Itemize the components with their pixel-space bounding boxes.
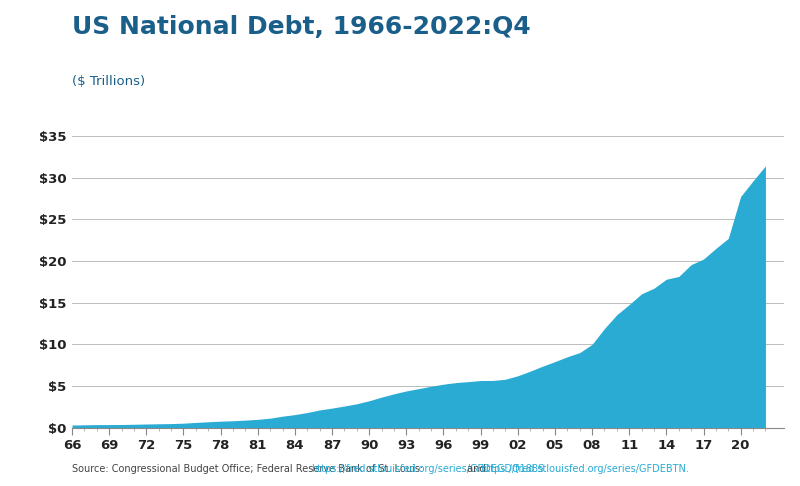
Text: US National Debt, 1966-2022:Q4: US National Debt, 1966-2022:Q4 — [72, 15, 530, 38]
Text: ($ Trillions): ($ Trillions) — [72, 75, 145, 88]
Text: Source: Congressional Budget Office; Federal Reserve Bank of St. Louis:: Source: Congressional Budget Office; Fed… — [72, 464, 426, 474]
Text: https://fred.stlouisfed.org/series/GFDEGDQ188S: https://fred.stlouisfed.org/series/GFDEG… — [311, 464, 544, 474]
Text: and: and — [464, 464, 488, 474]
Text: https://fred.stlouisfed.org/series/GFDEBTN.: https://fred.stlouisfed.org/series/GFDEB… — [480, 464, 690, 474]
